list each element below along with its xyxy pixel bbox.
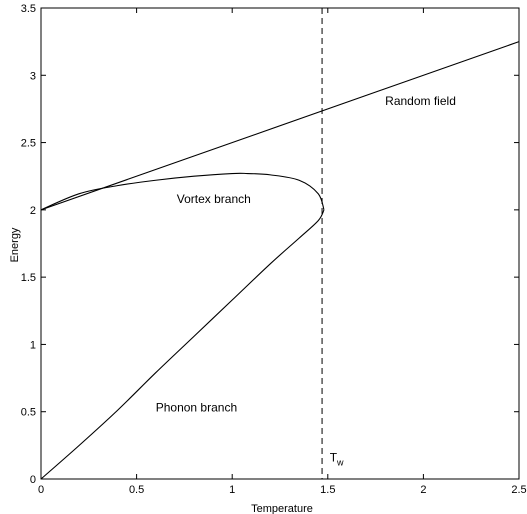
y-tick-label: 1 [30,339,36,351]
vortex-branch-line [40,172,325,211]
x-axis-label: Temperature [251,503,313,514]
y-tick-label: 0 [30,474,36,486]
phonon-branch-line [40,209,325,480]
x-tick-label: 2.5 [511,484,526,496]
x-tick-label: 0.5 [129,484,144,496]
y-tick-label: 2.5 [21,138,36,150]
x-tick-label: 1 [229,484,235,496]
x-tick-label: 1.5 [320,484,335,496]
vortex-branch-annotation: Vortex branch [177,192,251,206]
phonon-branch-annotation: Phonon branch [156,401,237,415]
plot-area: 0 0.5 1 1.5 2 2.5 0 0.5 1 1.5 2 2.5 3 3.5 Random field… [21,3,527,496]
x-tick-label: 2 [420,484,426,496]
x-tick-label: 0 [38,484,44,496]
y-tick-label: 3 [30,70,36,82]
y-tick-label: 3.5 [21,3,36,15]
random-field-annotation: Random field [385,94,456,108]
random-field-line [40,41,520,211]
y-axis-label: Energy [9,227,21,262]
plot-frame [40,7,520,480]
y-tick-label: 0.5 [21,407,36,419]
y-tick-label: 1.5 [21,272,36,284]
t-w-annotation: Tw [330,451,344,468]
y-tick-label: 2 [30,205,36,217]
